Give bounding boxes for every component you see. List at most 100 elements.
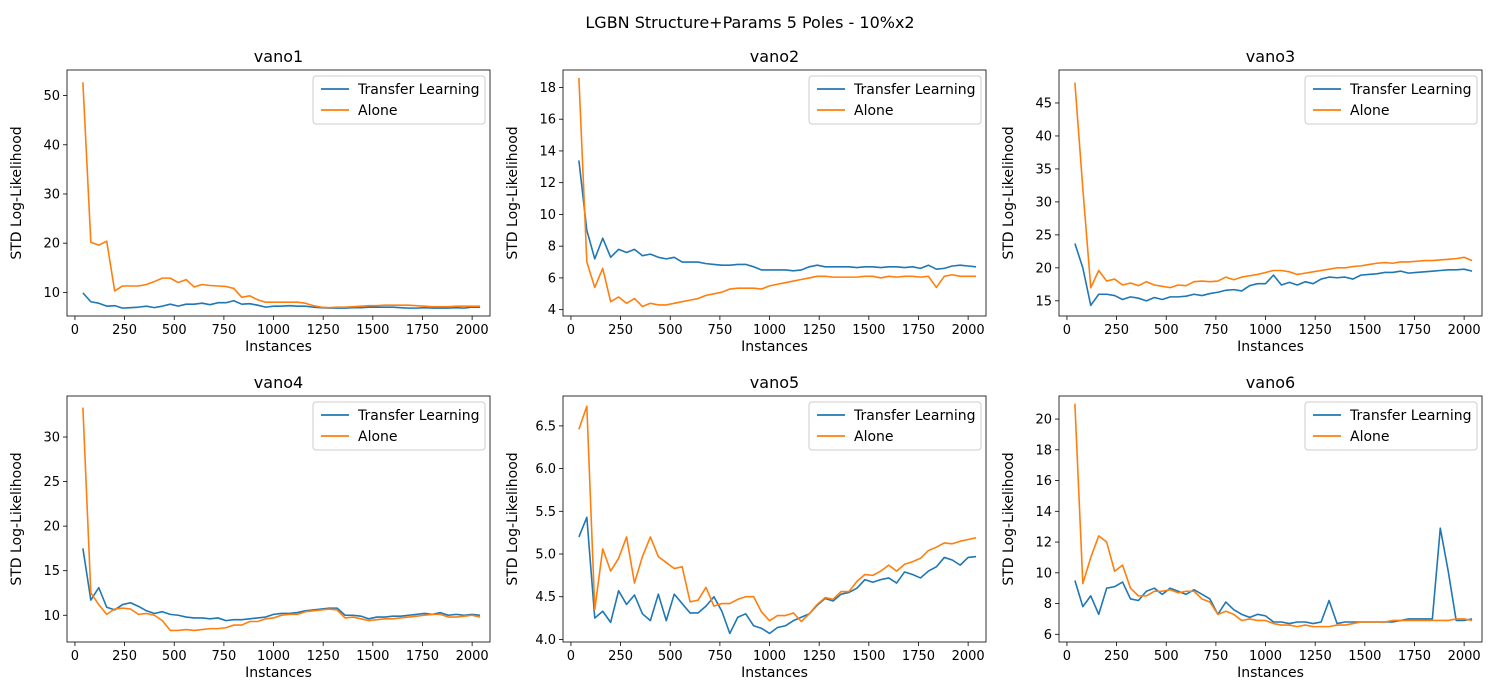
y-tick-label: 12 (1035, 536, 1052, 551)
x-tick-label: 250 (608, 323, 633, 338)
series-line-alone (578, 77, 977, 308)
y-tick-label: 6.0 (535, 462, 556, 477)
y-tick-label: 14 (539, 144, 556, 159)
x-tick-label: 2000 (952, 323, 985, 338)
y-tick-label: 20 (1035, 413, 1052, 428)
x-tick-label: 250 (112, 323, 137, 338)
x-tick-label: 1750 (1398, 649, 1431, 664)
legend: Transfer Learning Alone (312, 401, 486, 451)
subplot-vano3: vano3 0 250 500 750 1000 1250 1500 1750 2000 15 20 2… (1001, 47, 1483, 355)
x-tick-label: 0 (567, 323, 575, 338)
x-tick-label: 1500 (356, 323, 389, 338)
legend-label: Transfer Learning (357, 408, 480, 424)
y-tick-label: 20 (43, 520, 60, 535)
y-tick-label: 6 (1044, 628, 1052, 643)
x-axis-label: Instances (245, 665, 312, 681)
legend-label: Alone (1350, 429, 1390, 445)
y-tick-label: 4.0 (535, 633, 556, 648)
y-tick-label: 25 (43, 475, 60, 490)
subplot-title: vano5 (750, 373, 799, 392)
series-line-transfer-learning (1074, 243, 1473, 307)
x-tick-label: 0 (71, 649, 79, 664)
x-tick-label: 1500 (1348, 649, 1381, 664)
x-tick-label: 1250 (307, 323, 340, 338)
x-tick-label: 2000 (1448, 649, 1481, 664)
y-tick-label: 10 (539, 208, 556, 223)
x-tick-label: 0 (1063, 649, 1071, 664)
series-line-transfer-learning (578, 160, 977, 272)
x-tick-label: 1000 (753, 323, 786, 338)
y-tick-label: 14 (1035, 505, 1052, 520)
x-tick-label: 250 (608, 649, 633, 664)
legend-box (1304, 401, 1478, 451)
x-tick-label: 500 (1154, 649, 1179, 664)
x-tick-label: 750 (211, 649, 236, 664)
legend-box (1304, 75, 1478, 125)
x-tick-label: 1250 (803, 323, 836, 338)
plot-frame (66, 395, 491, 643)
y-tick-label: 18 (1035, 443, 1052, 458)
y-tick-label: 5.0 (535, 548, 556, 563)
x-tick-label: 500 (1154, 323, 1179, 338)
x-tick-label: 1500 (852, 649, 885, 664)
x-axis-label: Instances (1237, 665, 1304, 681)
y-tick-label: 8 (1044, 597, 1052, 612)
x-tick-label: 1750 (406, 649, 439, 664)
x-tick-label: 2000 (456, 649, 489, 664)
subplot-vano6: vano6 0 250 500 750 1000 1250 1500 1750 2000 6 8 10 1… (1001, 373, 1483, 681)
x-tick-label: 1250 (307, 649, 340, 664)
legend-box (312, 75, 486, 125)
x-axis-label: Instances (1237, 339, 1304, 355)
x-tick-label: 2000 (456, 323, 489, 338)
y-tick-label: 16 (1035, 474, 1052, 489)
y-tick-label: 40 (43, 138, 60, 153)
plot-frame (1058, 69, 1483, 317)
y-tick-label: 10 (1035, 566, 1052, 581)
series-line-alone (1074, 403, 1473, 628)
y-axis-label: STD Log-Likelihood (1001, 452, 1017, 585)
legend-label: Alone (358, 103, 398, 119)
series-line-transfer-learning (578, 516, 977, 635)
plot-frame (562, 395, 987, 643)
y-axis-label: STD Log-Likelihood (505, 126, 521, 259)
subplot-title: vano1 (254, 47, 303, 66)
y-axis-label: STD Log-Likelihood (9, 452, 25, 585)
legend-box (808, 75, 982, 125)
y-tick-label: 4 (548, 303, 556, 318)
y-tick-label: 25 (1035, 228, 1052, 243)
x-tick-label: 1250 (803, 649, 836, 664)
y-tick-label: 8 (548, 240, 556, 255)
x-tick-label: 1000 (257, 649, 290, 664)
series-line-alone (82, 82, 481, 309)
subplot-vano1: vano1 0 250 500 750 1000 1250 1500 1750 2000 10 20 3… (9, 47, 491, 355)
legend-label: Alone (358, 429, 398, 445)
legend-label: Transfer Learning (853, 408, 976, 424)
x-tick-label: 1500 (356, 649, 389, 664)
series-line-transfer-learning (82, 548, 481, 622)
legend: Transfer Learning Alone (808, 75, 982, 125)
x-tick-label: 2000 (952, 649, 985, 664)
x-axis-label: Instances (741, 339, 808, 355)
y-tick-label: 45 (1035, 96, 1052, 111)
subplot-title: vano6 (1246, 373, 1295, 392)
y-tick-label: 20 (1035, 261, 1052, 276)
subplot-title: vano4 (254, 373, 303, 392)
series-line-transfer-learning (1074, 527, 1473, 625)
x-tick-label: 250 (1104, 649, 1129, 664)
x-tick-label: 500 (162, 649, 187, 664)
figure-title: LGBN Structure+Params 5 Poles - 10%x2 (585, 13, 914, 32)
legend-label: Transfer Learning (357, 82, 480, 98)
y-axis-label: STD Log-Likelihood (1001, 126, 1017, 259)
x-tick-label: 500 (162, 323, 187, 338)
y-tick-label: 12 (539, 176, 556, 191)
x-tick-label: 1000 (257, 323, 290, 338)
y-axis-label: STD Log-Likelihood (9, 126, 25, 259)
legend-label: Alone (854, 103, 894, 119)
x-tick-label: 1500 (1348, 323, 1381, 338)
y-tick-label: 6.5 (535, 419, 556, 434)
subplot-vano4: vano4 0 250 500 750 1000 1250 1500 1750 2000 10 15 2… (9, 373, 491, 681)
plot-frame (1058, 395, 1483, 643)
x-tick-label: 1250 (1299, 649, 1332, 664)
